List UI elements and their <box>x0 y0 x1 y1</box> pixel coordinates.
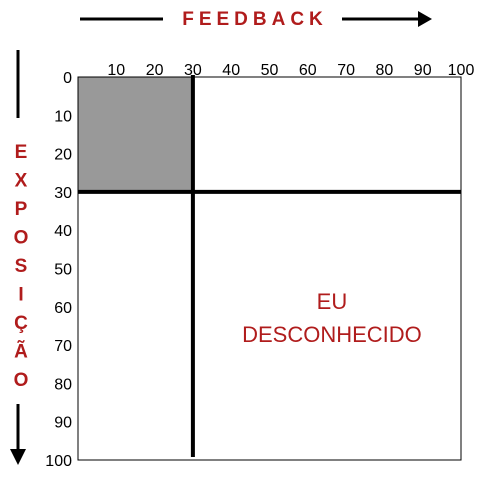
shaded-quadrant <box>78 77 193 192</box>
exposure-tick-label: 70 <box>54 338 72 355</box>
feedback-tick-label: 90 <box>414 62 432 79</box>
exposure-title-letter: I <box>18 285 23 306</box>
exposure-title-letter: S <box>15 256 28 277</box>
exposure-tick-label: 20 <box>54 147 72 164</box>
exposure-scale-ticks: 0 10 20 30 40 50 60 70 80 90 100 <box>45 70 72 470</box>
quadrant-label-line-2: DESCONHECIDO <box>242 322 422 347</box>
feedback-arrowhead-icon <box>418 11 432 27</box>
quadrant-label-line-1: EU <box>317 289 348 314</box>
exposure-arrowhead-icon <box>10 449 26 465</box>
exposure-tick-label: 90 <box>54 415 72 432</box>
feedback-scale-ticks: 10 20 30 40 50 60 70 80 90 100 <box>107 62 474 79</box>
plot-frame <box>77 76 462 461</box>
exposure-title-letter: Ã <box>14 341 28 363</box>
exposure-title-letter: O <box>14 370 29 391</box>
feedback-tick-label: 100 <box>448 62 475 79</box>
exposure-title-letter: X <box>15 171 28 192</box>
feedback-tick-label: 70 <box>337 62 355 79</box>
exposure-tick-label: 100 <box>45 453 72 470</box>
feedback-tick-label: 30 <box>184 62 202 79</box>
exposure-tick-label: 80 <box>54 376 72 393</box>
exposure-title-letter: E <box>15 142 28 163</box>
exposure-tick-label: 40 <box>54 223 72 240</box>
exposure-tick-label: 50 <box>54 262 72 279</box>
exposure-title-letter: Ç <box>14 313 28 334</box>
exposure-tick-label: 30 <box>54 185 72 202</box>
feedback-tick-label: 40 <box>222 62 240 79</box>
feedback-tick-label: 50 <box>261 62 279 79</box>
exposure-title-letter: O <box>14 228 29 249</box>
feedback-tick-label: 60 <box>299 62 317 79</box>
feedback-tick-label: 20 <box>146 62 164 79</box>
feedback-title: FEEDBACK <box>182 9 328 30</box>
exposure-tick-label: 10 <box>54 108 72 125</box>
exposure-tick-label: 60 <box>54 300 72 317</box>
feedback-tick-label: 10 <box>107 62 125 79</box>
feedback-tick-label: 80 <box>376 62 394 79</box>
exposure-tick-label: 0 <box>63 70 72 87</box>
exposure-title-letter: P <box>15 199 28 220</box>
